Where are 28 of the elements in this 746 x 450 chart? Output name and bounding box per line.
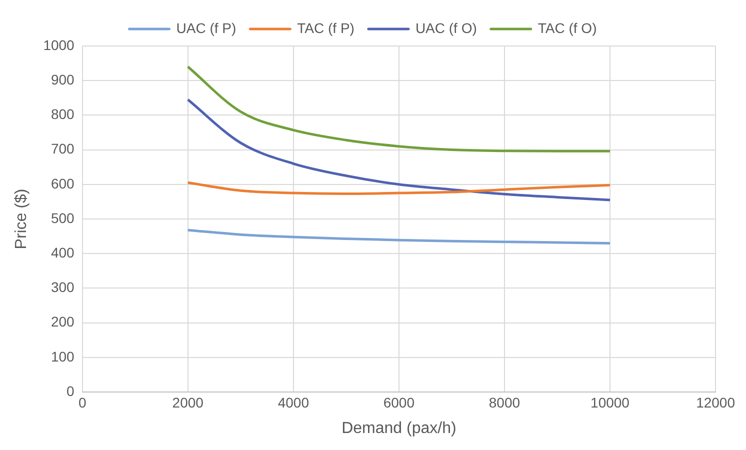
y-axis-title: Price ($)	[13, 188, 30, 250]
y-tick-label: 200	[50, 314, 75, 330]
x-tick-label: 2000	[172, 394, 204, 410]
line-series	[186, 66, 612, 152]
x-tick-label: 0	[78, 394, 86, 410]
legend-label: UAC (f O)	[415, 20, 477, 36]
y-tick-label: 700	[50, 140, 75, 157]
y-tick-label: 300	[50, 279, 75, 296]
y-tick-label: 800	[50, 106, 75, 122]
y-tick-label: 600	[50, 175, 75, 192]
y-tick-label: 400	[50, 244, 75, 260]
y-tick-label: 900	[50, 71, 75, 88]
line-series	[186, 181, 612, 195]
x-tick-label: 10000	[590, 394, 630, 410]
legend-label: UAC (f P)	[176, 20, 236, 36]
y-tick-label: 0	[66, 382, 75, 399]
x-tick-label: 4000	[278, 394, 310, 410]
line-series	[186, 98, 612, 202]
x-tick-label: 12000	[696, 394, 736, 410]
y-tick-label: 500	[50, 210, 75, 226]
legend-label: TAC (f O)	[538, 20, 597, 36]
line-series	[186, 228, 612, 244]
legend-label: TAC (f P)	[297, 20, 354, 36]
x-axis-title: Demand (pax/h)	[342, 420, 456, 437]
x-tick-label: 6000	[383, 394, 415, 410]
y-tick-label: 1000	[43, 36, 75, 53]
x-tick-label: 8000	[488, 394, 520, 410]
y-tick-label: 100	[50, 348, 75, 364]
